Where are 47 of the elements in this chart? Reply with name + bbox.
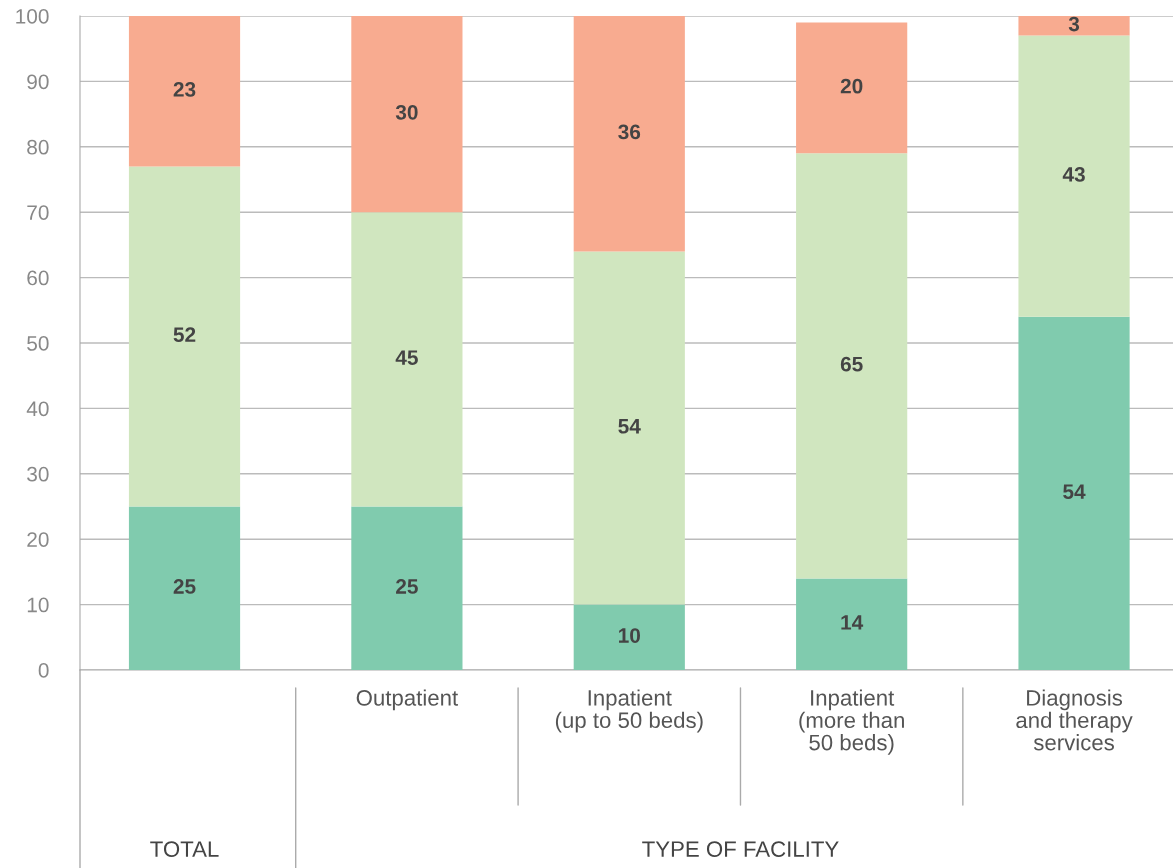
y-tick-label: 80 xyxy=(27,139,49,155)
data-label: 23 xyxy=(173,82,196,97)
data-label: 25 xyxy=(396,579,418,594)
text: TOTAL xyxy=(150,841,219,857)
bar xyxy=(796,153,908,579)
y-tick-label: 100 xyxy=(16,9,49,24)
y-tick-label: 0 xyxy=(38,663,49,678)
text: TYPE OF FACILITY xyxy=(642,841,839,857)
data-label: 14 xyxy=(841,615,864,630)
x-tick-label: Inpatient (up to 50 beds) xyxy=(555,689,703,733)
data-label: 3 xyxy=(1068,16,1080,32)
bar xyxy=(128,166,241,507)
data-label: 65 xyxy=(840,356,863,372)
data-label: 54 xyxy=(1063,484,1086,500)
data-label: 25 xyxy=(173,579,196,594)
bar xyxy=(573,251,685,605)
bar xyxy=(1018,316,1130,670)
bar xyxy=(573,604,685,670)
bar xyxy=(351,16,463,213)
bar xyxy=(796,578,908,670)
y-tick-label: 60 xyxy=(27,270,49,286)
y-tick-label: 20 xyxy=(27,532,49,547)
y-tick-label: 10 xyxy=(27,597,49,613)
y-tick-label: 50 xyxy=(27,336,49,351)
data-label: 45 xyxy=(395,350,418,365)
bar xyxy=(128,16,241,167)
data-label: 30 xyxy=(395,104,418,120)
bar xyxy=(796,22,908,154)
bar xyxy=(128,506,241,670)
data-label: 36 xyxy=(618,124,641,140)
data-label: 10 xyxy=(619,628,641,643)
bar xyxy=(1018,16,1130,36)
data-label: 52 xyxy=(173,327,196,343)
y-tick-label: 90 xyxy=(27,74,49,90)
bar xyxy=(573,16,685,252)
y-tick-label: 70 xyxy=(27,205,49,220)
bar xyxy=(1018,35,1130,317)
bar xyxy=(351,212,463,507)
data-label: 54 xyxy=(618,419,641,434)
bar xyxy=(351,506,463,670)
y-tick-label: 30 xyxy=(27,466,49,482)
x-tick-label: Inpatient (more than 50 beds) xyxy=(799,689,904,755)
x-tick-label: Diagnosis and therapy services xyxy=(1016,689,1133,751)
y-tick-label: 40 xyxy=(26,401,49,417)
x-tick-label: Outpatient xyxy=(356,689,459,711)
data-label: 20 xyxy=(840,78,863,94)
data-label: 43 xyxy=(1062,167,1085,182)
